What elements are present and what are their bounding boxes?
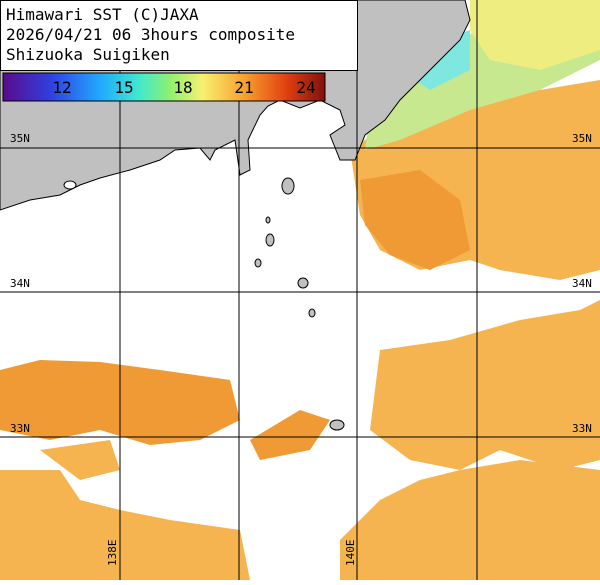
colorbar-label: 18 [173,78,192,97]
latitude-label: 34N [572,277,592,290]
header-box [0,0,358,71]
colorbar [2,72,326,102]
longitude-label: 138E [106,540,119,567]
header-line: Himawari SST (C)JAXA [6,5,199,24]
colorbar-label: 12 [52,78,71,97]
colorbar-label: 21 [234,78,253,97]
colorbar-labels: 12 15 18 21 24 [52,78,315,97]
grid-labels: 35N 35N 34N 34N 33N 33N 138E 140E [10,132,592,566]
latitude-label: 34N [10,277,30,290]
colorbar-label: 15 [114,78,133,97]
header-line: Shizuoka Suigiken [6,45,170,64]
latitude-label: 35N [10,132,30,145]
latitude-label: 33N [572,422,592,435]
header-line: 2026/04/21 06 3hours composite [6,25,295,44]
colorbar-label: 24 [296,78,315,97]
latitude-label: 33N [10,422,30,435]
latitude-label: 35N [572,132,592,145]
longitude-label: 140E [344,540,357,567]
